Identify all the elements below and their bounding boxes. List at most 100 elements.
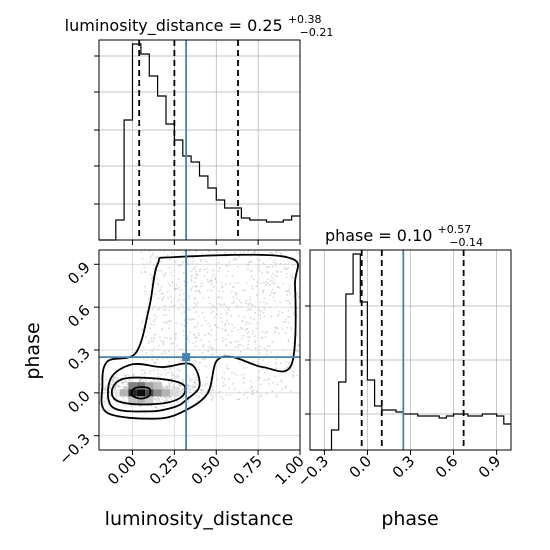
sample-point	[103, 401, 106, 404]
sample-point	[228, 387, 230, 389]
joint-xtick-label-0: 0.00	[104, 452, 140, 488]
sample-point	[173, 304, 176, 307]
phase-marginal-xtick-label-2: 0.3	[389, 452, 419, 482]
sample-point	[291, 306, 293, 309]
sample-point	[192, 256, 194, 259]
sample-point	[197, 395, 200, 398]
sample-point	[179, 294, 182, 297]
sample-point	[239, 343, 242, 346]
sample-point	[143, 290, 146, 293]
sample-point	[241, 320, 244, 322]
sample-point	[276, 271, 279, 274]
sample-point	[166, 337, 169, 339]
sample-point	[126, 381, 129, 384]
sample-point	[233, 388, 236, 391]
sample-point	[190, 279, 193, 281]
luminosity-distance-marginal-frame	[98, 39, 301, 241]
sample-point	[286, 366, 288, 369]
sample-point	[196, 274, 199, 277]
sample-point	[191, 263, 194, 265]
sample-point	[160, 339, 163, 342]
sample-point	[226, 367, 228, 370]
sample-point	[260, 337, 263, 339]
sample-point	[233, 372, 236, 375]
sample-point	[168, 309, 171, 312]
sample-point	[144, 372, 147, 375]
sample-point	[266, 278, 269, 281]
sample-point	[128, 374, 131, 377]
sample-point	[286, 293, 289, 296]
sample-point	[280, 270, 283, 273]
sample-point	[164, 368, 167, 371]
sample-point	[152, 264, 155, 267]
sample-point	[153, 314, 156, 317]
sample-point	[259, 314, 262, 317]
sample-point	[290, 390, 292, 393]
sample-point	[186, 335, 189, 337]
sample-point	[218, 267, 221, 270]
sample-point	[228, 309, 231, 311]
sample-point	[216, 303, 219, 305]
sample-point	[175, 284, 178, 286]
sample-point	[165, 399, 168, 402]
sample-point	[217, 290, 220, 292]
sample-point	[182, 271, 185, 274]
sample-point	[153, 397, 156, 400]
sample-point	[224, 251, 227, 254]
sample-point	[200, 339, 203, 341]
sample-point	[216, 378, 218, 381]
sample-point	[124, 400, 126, 402]
sample-point	[165, 322, 168, 325]
sample-point	[194, 359, 197, 362]
joint-density-panel: 0.00 0.25 0.50 0.75 1.00−0.30.00.30.60.9 lum…	[22, 249, 308, 530]
sample-point	[167, 296, 170, 299]
sample-point	[177, 374, 179, 376]
sample-point	[276, 327, 279, 330]
sample-point	[190, 378, 193, 381]
sample-point	[264, 332, 267, 334]
sample-point	[271, 282, 274, 284]
sample-point	[173, 387, 176, 390]
sample-point	[151, 358, 154, 361]
density-cell-4	[128, 382, 137, 390]
sample-point	[169, 320, 171, 322]
sample-point	[150, 323, 153, 325]
sample-point	[201, 393, 203, 395]
sample-point	[296, 374, 298, 377]
sample-point	[266, 392, 268, 395]
sample-point	[167, 380, 170, 383]
density-cell-11	[136, 396, 146, 404]
sample-point	[240, 302, 242, 304]
sample-point	[209, 344, 212, 347]
sample-point	[272, 279, 275, 281]
sample-point	[276, 270, 278, 272]
sample-point	[223, 372, 226, 374]
sample-point	[253, 252, 256, 255]
sample-point	[199, 270, 201, 272]
sample-point	[201, 252, 203, 255]
sample-point	[257, 376, 260, 379]
sample-point	[266, 330, 269, 333]
sample-point	[285, 299, 288, 302]
sample-point	[103, 400, 106, 402]
sample-point	[203, 358, 206, 360]
sample-point	[162, 292, 164, 295]
sample-point	[186, 338, 189, 341]
joint-ytick-label-4: 0.9	[64, 258, 94, 288]
sample-point	[282, 349, 284, 351]
sample-point	[284, 387, 287, 389]
sample-point	[193, 302, 196, 305]
sample-point	[180, 312, 183, 315]
sample-point	[170, 301, 173, 304]
sample-point	[244, 329, 247, 331]
sample-point	[212, 352, 215, 355]
sample-point	[232, 286, 235, 288]
sample-point	[248, 331, 250, 333]
sample-point	[224, 330, 227, 332]
sample-point	[194, 276, 196, 279]
sample-point	[274, 367, 277, 370]
sample-point	[153, 348, 156, 350]
sample-point	[262, 359, 264, 361]
sample-point	[268, 378, 270, 380]
sample-point	[262, 290, 265, 293]
